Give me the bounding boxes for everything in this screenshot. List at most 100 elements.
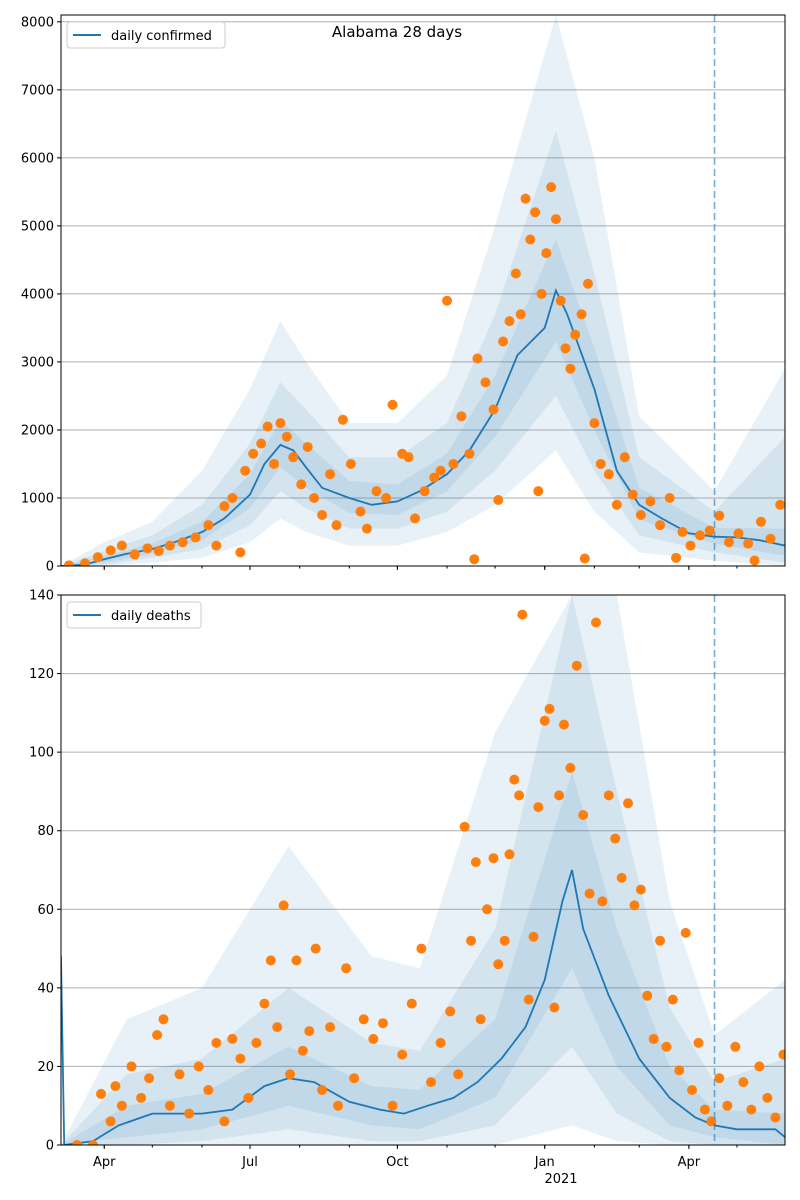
legend-box: [66, 601, 202, 629]
chart-title: Alabama 28 days: [332, 23, 462, 41]
y-tick-label: 120: [29, 667, 54, 682]
observed-point: [302, 441, 313, 452]
uncertainty-band: [61, 15, 785, 566]
observed-point: [227, 492, 238, 503]
median-line: [61, 287, 785, 566]
observed-point: [331, 520, 342, 531]
observed-point: [325, 1022, 336, 1033]
uncertainty-band: [61, 595, 785, 1145]
observed-point: [560, 343, 571, 354]
confirmed-panel: 0 1000 2000 3000 4000 5000 6000 7000 8000 daily c…: [21, 14, 786, 575]
observed-point: [755, 516, 766, 527]
observed-point: [259, 998, 270, 1009]
observed-point: [469, 554, 480, 565]
observed-point: [448, 458, 459, 469]
observed-point: [616, 872, 627, 883]
observed-point: [685, 540, 696, 551]
observed-point: [219, 501, 230, 512]
observed-point: [582, 278, 593, 289]
observed-point: [368, 1033, 379, 1044]
observed-point: [539, 715, 550, 726]
y-tick-label: 40: [37, 981, 54, 996]
y-tick-label: 2000: [21, 423, 54, 438]
observed-point: [687, 1085, 698, 1095]
x-year-label: 2021: [544, 1172, 577, 1187]
observed-point: [570, 329, 581, 340]
observed-point: [381, 492, 392, 503]
observed-point: [235, 1053, 246, 1064]
observed-point: [488, 404, 499, 415]
observed-point: [152, 1030, 163, 1040]
observed-point: [554, 790, 565, 801]
observed-point: [333, 1100, 344, 1111]
observed-point: [509, 774, 520, 785]
observed-point: [517, 609, 528, 620]
observed-point: [317, 509, 328, 520]
observed-point: [693, 1037, 704, 1048]
observed-point: [695, 530, 706, 541]
observed-point: [525, 234, 536, 245]
y-tick-label: 100: [29, 746, 54, 761]
observed-point: [144, 1073, 155, 1084]
observed-point: [723, 537, 734, 548]
observed-point: [493, 959, 504, 970]
observed-point: [571, 660, 582, 671]
observed-point: [453, 1069, 464, 1080]
observed-point: [397, 1049, 408, 1060]
observed-point: [546, 182, 557, 193]
observed-point: [164, 1100, 175, 1111]
observed-point: [72, 1140, 83, 1145]
observed-point: [419, 486, 430, 497]
observed-point: [677, 526, 688, 537]
observed-point: [671, 552, 682, 563]
y-tick-label: 5000: [21, 219, 54, 234]
legend-label: daily deaths: [111, 609, 191, 624]
y-tick-label: 60: [37, 903, 54, 918]
observed-point: [738, 1077, 749, 1088]
observed-point: [597, 896, 608, 907]
observed-point: [533, 486, 544, 497]
observed-point: [488, 853, 499, 864]
x-tick-label: Apr: [678, 1155, 701, 1170]
observed-point: [235, 547, 246, 558]
y-tick-label: 6000: [21, 151, 54, 166]
observed-point: [472, 353, 483, 364]
observed-point: [358, 1014, 369, 1025]
observed-point: [416, 943, 427, 954]
observed-point: [475, 1014, 486, 1025]
axes-frame: [60, 594, 786, 1146]
y-tick-label: 7000: [21, 83, 54, 98]
y-tick-label: 3000: [21, 355, 54, 370]
observed-point: [445, 1006, 456, 1017]
observed-point: [466, 935, 477, 946]
observed-point: [361, 523, 372, 534]
observed-point: [158, 1014, 169, 1025]
observed-point: [746, 1104, 757, 1115]
observed-point: [565, 363, 576, 374]
axes-frame: [60, 14, 786, 567]
observed-point: [578, 810, 589, 820]
observed-point: [635, 884, 646, 895]
observed-point: [203, 520, 214, 531]
observed-point: [655, 520, 666, 531]
observed-point: [278, 900, 289, 911]
observed-point: [493, 495, 504, 506]
deaths-panel: 0 20 40 60 80 100 120 140 Apr Jul Oct Jan Apr daily d…: [29, 589, 786, 1170]
observed-point: [64, 560, 75, 566]
observed-point: [504, 849, 515, 860]
observed-point: [530, 207, 541, 218]
observed-point: [480, 377, 491, 388]
observed-point: [297, 1045, 308, 1056]
uncertainty-band: [61, 771, 785, 1145]
observed-point: [337, 414, 348, 425]
observed-point: [190, 532, 201, 543]
observed-point: [426, 1077, 437, 1088]
observed-point: [730, 1041, 741, 1052]
legend-box: [66, 21, 226, 49]
observed-point: [243, 1092, 254, 1103]
y-tick-label: 140: [29, 589, 54, 604]
observed-point: [203, 1085, 214, 1095]
observed-point: [642, 990, 653, 1001]
observed-point: [174, 1069, 185, 1080]
observed-point: [661, 1041, 672, 1052]
